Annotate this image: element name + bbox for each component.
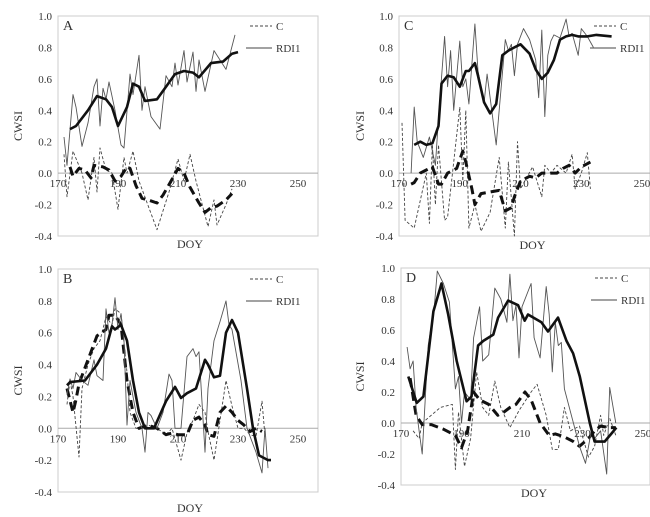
x-tick-label: 210: [514, 428, 531, 440]
x-tick-label: 210: [170, 178, 187, 190]
y-tick-label: 0.6: [381, 325, 395, 337]
legend: C RDI1: [246, 21, 300, 55]
x-tick-label: 230: [574, 428, 591, 440]
x-tick-label: 170: [391, 178, 408, 190]
y-tick-label: 0.6: [38, 74, 52, 86]
y-tick-label: 0.2: [38, 137, 52, 149]
legend: C RDI1: [246, 274, 300, 308]
x-tick-label: 170: [393, 428, 410, 440]
legend-label-rdi1: RDI1: [621, 295, 645, 307]
legend-label-rdi1: RDI1: [276, 43, 300, 55]
series-line-c-smoothed: [410, 149, 592, 213]
series-line-rdi1-smoothed: [66, 318, 271, 462]
x-tick-label: 190: [110, 178, 127, 190]
x-axis-label: DOY: [177, 501, 203, 515]
plot-frame: [400, 267, 650, 486]
x-tick-label: 230: [230, 178, 247, 190]
y-tick-label: -0.4: [35, 487, 53, 499]
y-tick-label: 0.4: [379, 105, 393, 117]
y-tick-label: 1.0: [379, 11, 393, 23]
y-tick-label: 0.8: [38, 296, 52, 308]
panel-label: A: [63, 19, 74, 34]
y-tick-label: 0.0: [381, 418, 395, 430]
plot-frame: [398, 15, 650, 237]
series-line-rdi1-smoothed: [69, 50, 239, 131]
y-tick-label: 0.2: [381, 387, 395, 399]
y-axis-label: CWSI: [353, 111, 367, 141]
x-tick-label: 250: [635, 428, 650, 440]
plot-frame: [57, 15, 319, 237]
x-tick-label: 250: [634, 178, 650, 190]
y-tick-label: 0.8: [379, 42, 393, 54]
x-tick-label: 250: [290, 178, 307, 190]
y-tick-label: -0.4: [376, 231, 394, 243]
series-line-rdi1-smoothed: [407, 282, 618, 443]
legend-label-c: C: [276, 274, 283, 286]
x-axis-label: DOY: [177, 237, 203, 251]
y-axis-label: CWSI: [353, 361, 367, 391]
x-axis-label: DOY: [521, 486, 547, 500]
panel-label: B: [63, 272, 72, 287]
legend: C RDI1: [590, 21, 644, 55]
y-tick-label: -0.2: [376, 200, 393, 212]
x-tick-label: 250: [290, 433, 307, 445]
panel-label: C: [404, 19, 413, 34]
x-axis-label: DOY: [520, 238, 546, 252]
series-line-c: [412, 371, 617, 470]
legend-label-rdi1: RDI1: [620, 43, 644, 55]
y-tick-label: 1.0: [381, 263, 395, 275]
y-tick-label: -0.2: [378, 449, 395, 461]
y-tick-label: -0.4: [378, 480, 396, 492]
y-axis-label: CWSI: [11, 111, 25, 141]
y-tick-label: -0.2: [35, 200, 52, 212]
legend-label-rdi1: RDI1: [276, 296, 300, 308]
y-tick-label: 1.0: [38, 11, 52, 23]
series-line-rdi1: [410, 18, 594, 174]
legend-label-c: C: [276, 21, 283, 33]
y-tick-label: 0.4: [381, 356, 395, 368]
plot-frame: [57, 268, 319, 493]
y-tick-label: 1.0: [38, 264, 52, 276]
series-line-c-smoothed: [68, 163, 234, 214]
y-tick-label: 0.2: [379, 137, 393, 149]
y-tick-label: 0.2: [38, 391, 52, 403]
series-line-rdi1: [63, 34, 236, 166]
legend-label-c: C: [621, 273, 628, 285]
y-tick-label: 0.8: [381, 294, 395, 306]
y-tick-label: -0.2: [35, 455, 52, 467]
series-line-rdi1: [66, 297, 269, 474]
x-tick-label: 170: [50, 178, 67, 190]
series-line-rdi1-smoothed: [413, 33, 612, 147]
x-tick-label: 190: [110, 433, 127, 445]
x-tick-label: 190: [452, 178, 469, 190]
panel-a: 1.0 0.8 0.6 0.4 0.2 0.0 -0.2 -0.4 170 190 210 230 25…: [11, 11, 319, 251]
series-line-c: [401, 106, 591, 237]
y-tick-label: -0.4: [35, 231, 53, 243]
panel-label: D: [406, 271, 416, 286]
y-tick-label: 0.0: [38, 168, 52, 180]
series-line-c: [63, 147, 233, 231]
y-tick-label: 0.4: [38, 105, 52, 117]
legend: C RDI1: [591, 273, 645, 307]
x-tick-label: 230: [230, 433, 247, 445]
x-tick-label: 230: [573, 178, 590, 190]
y-tick-label: 0.4: [38, 360, 52, 372]
x-tick-label: 170: [50, 433, 67, 445]
y-tick-label: 0.8: [38, 42, 52, 54]
y-tick-label: 0.6: [38, 328, 52, 340]
y-tick-label: 0.0: [38, 423, 52, 435]
series-line-c-smoothed: [65, 313, 263, 438]
series-line-c-smoothed: [408, 377, 616, 450]
y-axis-label: CWSI: [11, 365, 25, 395]
y-tick-label: 0.0: [379, 168, 393, 180]
y-tick-label: 0.6: [379, 74, 393, 86]
legend-label-c: C: [620, 21, 627, 33]
